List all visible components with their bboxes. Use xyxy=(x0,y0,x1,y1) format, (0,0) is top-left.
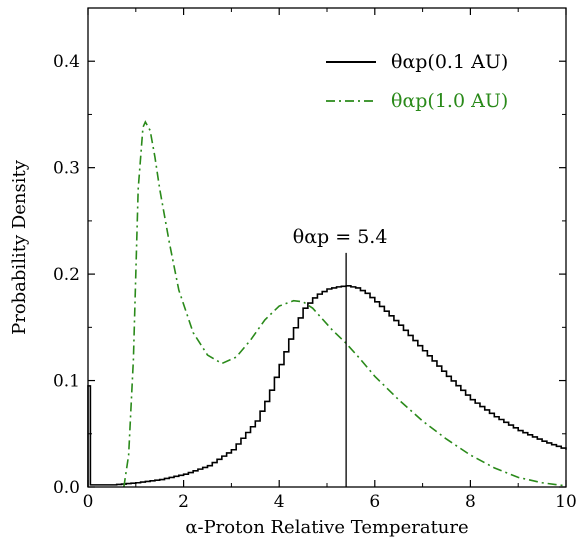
y-tick-label: 0.4 xyxy=(53,52,80,72)
x-tick-label: 0 xyxy=(83,492,94,512)
x-tick-label: 10 xyxy=(555,492,577,512)
legend-label-0-1au: θαp(0.1 AU) xyxy=(391,51,508,73)
legend: θαp(0.1 AU) θαp(1.0 AU) xyxy=(326,51,508,112)
y-tick-label: 0.1 xyxy=(53,372,80,392)
annotation-label: θαp = 5.4 xyxy=(293,226,388,248)
y-tick-label: 0.3 xyxy=(53,159,80,179)
y-tick-label: 0.2 xyxy=(53,265,80,285)
series-layer xyxy=(87,120,567,488)
x-tick-label: 8 xyxy=(465,492,476,512)
x-tick-label: 6 xyxy=(369,492,380,512)
y-axis-label: Probability Density xyxy=(9,159,30,335)
x-axis-label: α-Proton Relative Temperature xyxy=(185,517,468,538)
legend-label-1-0au: θαp(1.0 AU) xyxy=(391,90,508,112)
ticks-layer: 0 2 4 6 8 10 0.0 0.1 0.2 0.3 0.4 xyxy=(53,7,577,512)
series-line-0 xyxy=(87,285,567,487)
series-line-1 xyxy=(123,120,567,488)
x-tick-label: 4 xyxy=(274,492,285,512)
y-tick-label: 0.0 xyxy=(53,478,80,498)
x-tick-label: 2 xyxy=(178,492,189,512)
